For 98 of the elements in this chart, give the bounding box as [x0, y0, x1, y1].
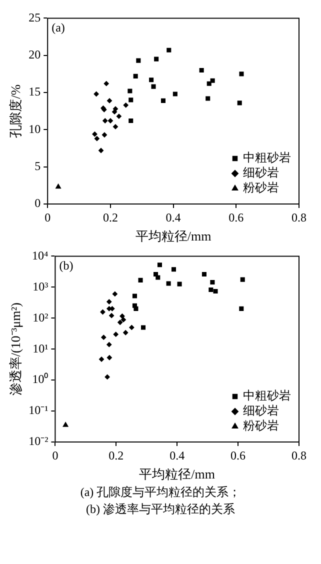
point: [112, 291, 118, 296]
point: [108, 118, 113, 124]
point: [109, 313, 114, 318]
point: [141, 325, 146, 330]
point: [156, 275, 160, 280]
x-axis-title: 平均粒径/mm: [139, 466, 216, 482]
x-tick-label: 0.6: [228, 210, 244, 224]
y-tick-label: 10⁴: [32, 248, 48, 262]
point: [101, 334, 106, 340]
x-tick-label: 0.8: [292, 210, 306, 224]
x-tick-label: 0: [52, 448, 58, 462]
point: [113, 332, 118, 337]
legend-label: 细砂岩: [243, 166, 279, 180]
point: [102, 118, 108, 124]
y-axis-title: 孔隙度/%: [8, 84, 24, 138]
text: (a) 孔隙度与平均粒径的关系；: [79, 484, 242, 501]
point: [213, 289, 218, 294]
point: [92, 132, 98, 137]
point: [166, 281, 171, 286]
point: [94, 136, 100, 142]
point: [157, 262, 162, 268]
point: [149, 78, 154, 82]
x-tick-label: 0.4: [170, 448, 185, 462]
legend-label: 细砂岩: [243, 404, 279, 418]
y-tick-label: 10⁰: [32, 372, 48, 386]
point: [56, 184, 61, 189]
point: [171, 267, 176, 272]
point: [240, 277, 245, 282]
point: [98, 148, 104, 153]
point: [206, 81, 212, 86]
y-tick-label: 10: [28, 122, 41, 136]
point: [94, 92, 99, 97]
point: [129, 324, 134, 330]
x-tick-label: 0.2: [108, 448, 124, 462]
legend-label: 中粗砂岩: [243, 150, 291, 165]
point: [133, 74, 138, 78]
point: [239, 72, 244, 76]
point: [104, 374, 110, 380]
point: [154, 56, 159, 62]
y-tick-label: 5: [34, 158, 41, 173]
x-tick-label: 0.2: [102, 210, 118, 224]
point: [62, 422, 68, 427]
point: [206, 96, 210, 101]
x-tick-label: 0.8: [292, 448, 306, 462]
point: [120, 317, 126, 322]
point: [116, 114, 122, 119]
point: [138, 278, 143, 282]
y-tick-label: 10⁻¹: [28, 403, 49, 418]
annotation: (a): [52, 20, 65, 34]
point: [199, 68, 204, 72]
point: [112, 124, 118, 130]
y-tick-label: 10⁻²: [28, 434, 49, 448]
annotation: (b): [59, 258, 74, 272]
point: [151, 84, 156, 89]
point: [107, 98, 112, 104]
y-tick-label: 0: [34, 196, 41, 210]
point: [106, 299, 112, 304]
point: [99, 356, 104, 362]
point: [132, 294, 138, 298]
point: [118, 320, 123, 325]
point: [172, 92, 178, 96]
point: [239, 306, 244, 311]
legend-label: 粉砂岩: [243, 418, 279, 433]
point: [128, 98, 134, 102]
x-axis-title: 平均粒径/mm: [135, 228, 212, 244]
point: [208, 288, 214, 292]
y-tick-label: 20: [28, 48, 41, 62]
point: [128, 118, 134, 124]
x-tick-label: 0.4: [166, 210, 181, 224]
y-tick-label: 10²: [32, 310, 49, 324]
y-axis-title: 渗透率/(10⁻³μm²): [8, 302, 24, 396]
point: [202, 272, 206, 276]
legend-label: 中粗砂岩: [243, 388, 291, 403]
point: [112, 109, 118, 114]
legend-label: 粉砂岩: [243, 180, 279, 195]
point: [177, 282, 182, 286]
point: [210, 78, 215, 83]
point: [210, 280, 215, 285]
point: [160, 98, 166, 103]
point: [123, 330, 128, 336]
x-tick-label: 0.6: [230, 448, 246, 462]
point: [134, 306, 138, 311]
y-tick-label: 15: [28, 84, 41, 99]
point: [166, 48, 172, 52]
point: [120, 314, 125, 319]
y-tick-label: 10³: [32, 279, 49, 294]
point: [136, 58, 141, 63]
y-tick-label: 10¹: [32, 341, 49, 356]
point: [128, 88, 132, 94]
point: [102, 132, 107, 138]
point: [104, 81, 109, 86]
point: [106, 355, 112, 360]
text: (b) 渗透率与平均粒径的关系: [85, 501, 236, 518]
point: [237, 100, 242, 106]
point: [106, 342, 112, 348]
point: [123, 102, 128, 108]
y-tick-label: 25: [28, 10, 41, 24]
point: [100, 309, 106, 314]
